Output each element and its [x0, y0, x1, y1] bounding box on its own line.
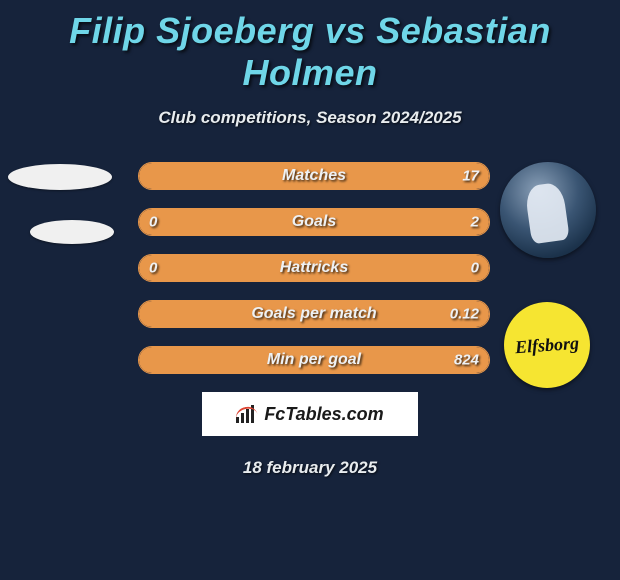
footer-brand-label: FcTables.com	[264, 404, 383, 425]
footer-brand: FcTables.com	[202, 392, 418, 436]
stat-value-right: 17	[462, 168, 479, 185]
fctables-icon	[236, 405, 258, 423]
left-player-placeholder-icon	[8, 164, 112, 190]
right-player-photo-icon	[500, 162, 596, 258]
page-title: Filip Sjoeberg vs Sebastian Holmen	[0, 0, 620, 94]
right-club-badge-icon: Elfsborg	[504, 302, 590, 388]
stat-label: Matches	[282, 167, 346, 185]
left-club-placeholder-icon	[30, 220, 114, 244]
stat-bar: 0.12 Goals per match	[138, 300, 490, 328]
comparison-panel: Elfsborg 17 Matches 0 2 Goals 0 0 Hattricks 0.12…	[0, 162, 620, 374]
left-player-column	[8, 162, 118, 244]
subtitle: Club competitions, Season 2024/2025	[0, 108, 620, 128]
stat-value-left: 0	[149, 260, 157, 277]
stat-value-left: 0	[149, 214, 157, 231]
stat-label: Hattricks	[280, 259, 348, 277]
stat-label: Goals per match	[251, 305, 376, 323]
stat-label: Min per goal	[267, 351, 361, 369]
right-club-label: Elfsborg	[514, 332, 579, 357]
stat-bar: 0 2 Goals	[138, 208, 490, 236]
stat-bar: 824 Min per goal	[138, 346, 490, 374]
stat-value-right: 0	[471, 260, 479, 277]
stat-value-right: 824	[454, 352, 479, 369]
footer-date: 18 february 2025	[0, 458, 620, 478]
stat-bar: 0 0 Hattricks	[138, 254, 490, 282]
stat-bars: 17 Matches 0 2 Goals 0 0 Hattricks 0.12 Goals per…	[138, 162, 490, 374]
stat-value-right: 2	[471, 214, 479, 231]
stat-value-right: 0.12	[450, 306, 479, 323]
stat-label: Goals	[292, 213, 336, 231]
right-player-column: Elfsborg	[500, 162, 600, 388]
stat-bar: 17 Matches	[138, 162, 490, 190]
